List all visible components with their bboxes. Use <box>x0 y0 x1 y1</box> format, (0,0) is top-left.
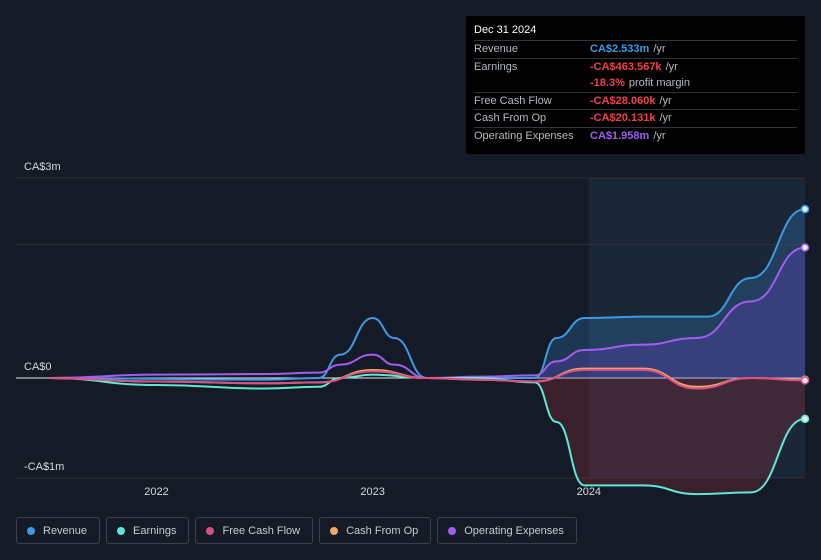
free-cash-flow-line <box>48 369 806 390</box>
earnings-line <box>48 373 806 496</box>
operating-expenses-dot-icon <box>448 526 457 535</box>
tooltip-row-value: -CA$28.060k <box>590 94 656 107</box>
area-fills <box>534 209 805 495</box>
tooltip-row-label: Cash From Op <box>474 112 547 125</box>
tooltip: Dec 31 2024 Revenue CA$2.533m/yr Earnings -… <box>466 16 805 154</box>
tooltip-row: Free Cash Flow -CA$28.060k/yr <box>474 91 797 110</box>
x-tick-label: 2023 <box>360 486 384 498</box>
revenue-area <box>534 209 805 378</box>
tooltip-row: Revenue CA$2.533m/yr <box>474 40 797 58</box>
revenue-dot-icon <box>27 526 35 535</box>
x-tick-label: 2024 <box>577 486 601 498</box>
tooltip-date: Dec 31 2024 <box>474 24 537 36</box>
y-tick-labels: CA$3m CA$0 -CA$1m <box>24 161 64 473</box>
y-tick-label: CA$3m <box>24 161 61 173</box>
revenue-line <box>48 208 806 381</box>
x-tick-labels: 2022 2023 2024 <box>144 486 601 498</box>
legend-item-cash-from-op[interactable]: Cash From Op <box>319 517 432 544</box>
tooltip-row-value: -18.3% <box>590 77 625 90</box>
tooltip-row-unit: /yr <box>659 94 672 107</box>
legend-item-earnings[interactable]: Earnings <box>106 517 190 544</box>
series-endpoints <box>800 204 810 424</box>
tooltip-row-value: -CA$463.567k <box>590 60 662 73</box>
free-cash-flow-endpoint <box>800 376 810 385</box>
earnings-dot-icon <box>117 526 126 535</box>
tooltip-rows: Revenue CA$2.533m/yr Earnings -CA$463.567k /… <box>474 40 797 144</box>
tooltip-row-unit: /yr <box>665 60 678 73</box>
tooltip-row: Cash From Op -CA$20.131k/yr <box>474 109 797 127</box>
revenue-endpoint <box>800 204 810 214</box>
chart: CA$3m CA$0 -CA$1m 2022 2023 2024 <box>16 161 810 498</box>
earnings-area <box>534 378 805 495</box>
legend-label: Revenue <box>43 524 88 537</box>
tooltip-row-unit: profit margin <box>628 77 690 90</box>
tooltip-row-label: Earnings <box>474 60 518 73</box>
tooltip-row-label: Revenue <box>474 43 519 56</box>
tooltip-row-unit: /yr <box>653 43 666 56</box>
tooltip-row-value: CA$2.533m <box>590 43 650 56</box>
tooltip-row-value: -CA$20.131k <box>590 112 656 125</box>
x-tick-label: 2022 <box>144 486 168 498</box>
highlight-region <box>588 178 805 478</box>
legend-item-revenue[interactable]: Revenue <box>16 517 101 544</box>
tooltip-row: -18.3% profit margin <box>474 75 797 92</box>
tooltip-row: Operating Expenses CA$1.958m/yr <box>474 126 797 145</box>
cash-from-op-dot-icon <box>330 526 339 535</box>
y-tick-label: -CA$1m <box>24 461 64 473</box>
free-cash-flow-dot-icon <box>206 526 215 535</box>
operating-expenses-area <box>534 247 805 378</box>
tooltip-row: Earnings -CA$463.567k/yr <box>474 57 797 76</box>
tooltip-row-unit: /yr <box>659 112 672 125</box>
series-lines <box>48 208 806 496</box>
legend-label: Free Cash Flow <box>222 524 301 537</box>
legend: Revenue Earnings Free Cash Flow Cash Fro… <box>16 517 577 544</box>
earnings-endpoint <box>800 414 810 424</box>
legend-label: Cash From Op <box>346 524 419 537</box>
y-tick-label: CA$0 <box>24 361 52 373</box>
operating-expenses-endpoint <box>800 243 810 252</box>
grid <box>16 177 805 479</box>
tooltip-row-label: Operating Expenses <box>474 129 574 142</box>
legend-label: Operating Expenses <box>464 524 564 537</box>
tooltip-row-unit: /yr <box>653 129 666 142</box>
tooltip-row-value: CA$1.958m <box>590 129 650 142</box>
legend-item-operating-expenses[interactable]: Operating Expenses <box>437 517 577 544</box>
tooltip-row-label: Free Cash Flow <box>474 94 552 107</box>
legend-item-free-cash-flow[interactable]: Free Cash Flow <box>195 517 314 544</box>
legend-label: Earnings <box>133 524 177 537</box>
